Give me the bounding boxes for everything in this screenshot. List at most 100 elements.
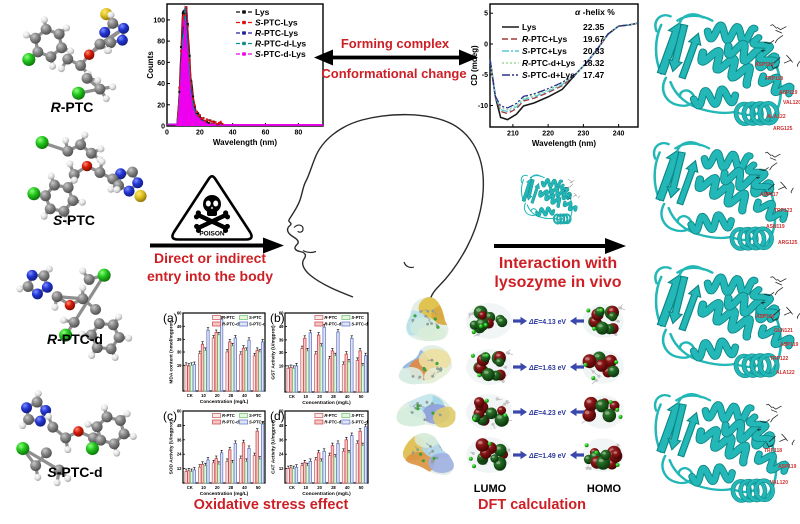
svg-text:ASP117: ASP117	[760, 192, 779, 198]
svg-text:entry into the body: entry into the body	[147, 268, 273, 284]
svg-text:Conformational change: Conformational change	[321, 66, 466, 81]
svg-text:S-PTC-d: S-PTC-d	[47, 464, 102, 480]
svg-text:10: 10	[303, 394, 308, 399]
svg-text:Wavelength (nm): Wavelength (nm)	[213, 138, 277, 147]
svg-text:Direct or indirect: Direct or indirect	[154, 250, 266, 266]
svg-text:ALA122: ALA122	[776, 370, 795, 376]
svg-text:220: 220	[542, 131, 554, 138]
svg-text:60: 60	[262, 130, 270, 137]
svg-text:R-PTC+Lys: R-PTC+Lys	[522, 34, 568, 44]
svg-text:17.47: 17.47	[583, 70, 605, 80]
svg-text:10: 10	[201, 393, 206, 398]
svg-text:S-PTC-d: S-PTC-d	[249, 322, 266, 327]
svg-text:CK: CK	[289, 394, 295, 399]
svg-text:80: 80	[157, 39, 165, 46]
svg-text:R-PTC: R-PTC	[51, 99, 94, 115]
svg-text:230: 230	[578, 131, 590, 138]
svg-text:CK: CK	[187, 393, 193, 398]
svg-text:Lys: Lys	[522, 22, 537, 32]
svg-text:ASP119: ASP119	[780, 342, 799, 348]
svg-text:40: 40	[345, 485, 350, 490]
svg-text:40: 40	[242, 485, 247, 490]
svg-text:50: 50	[359, 485, 364, 490]
svg-text:ASP114: ASP114	[755, 62, 774, 68]
svg-text:R-PTC-d: R-PTC-d	[324, 322, 341, 327]
svg-text:20: 20	[215, 485, 220, 490]
svg-text:39: 39	[279, 337, 284, 342]
svg-text:ALA122: ALA122	[767, 114, 786, 120]
svg-text:30: 30	[279, 350, 284, 355]
svg-text:24: 24	[279, 452, 284, 457]
svg-text:ASP119: ASP119	[779, 90, 798, 96]
svg-text:50: 50	[359, 394, 364, 399]
svg-text:19.67: 19.67	[583, 34, 605, 44]
svg-text:60: 60	[177, 311, 182, 316]
svg-text:S-PTC-d: S-PTC-d	[249, 420, 266, 425]
svg-text:40: 40	[242, 393, 247, 398]
svg-text:48: 48	[177, 423, 182, 428]
svg-text:Interaction with: Interaction with	[499, 255, 617, 272]
svg-text:ΔE=1.63 eV: ΔE=1.63 eV	[528, 365, 566, 372]
svg-text:TRP118: TRP118	[765, 76, 783, 82]
svg-text:ARG125: ARG125	[778, 240, 798, 246]
svg-text:R-PTC-d: R-PTC-d	[324, 420, 341, 425]
svg-text:20: 20	[317, 394, 322, 399]
svg-text:Counts: Counts	[146, 51, 155, 79]
svg-text:ASP114: ASP114	[756, 314, 775, 320]
svg-text:18.32: 18.32	[583, 58, 605, 68]
svg-text:0: 0	[161, 124, 165, 131]
svg-text:MDA content (nmol/mgprot): MDA content (nmol/mgprot)	[169, 320, 175, 384]
svg-text:DFT calculation: DFT calculation	[478, 497, 586, 513]
svg-text:20: 20	[317, 485, 322, 490]
svg-text:5: 5	[484, 11, 488, 18]
svg-text:48: 48	[279, 423, 284, 428]
svg-text:20: 20	[196, 130, 204, 137]
svg-text:28: 28	[228, 485, 233, 490]
svg-text:20: 20	[215, 393, 220, 398]
svg-text:R-PTC: R-PTC	[222, 315, 235, 320]
svg-text:22.35: 22.35	[583, 22, 605, 32]
svg-text:20: 20	[157, 102, 165, 109]
svg-text:TRP122: TRP122	[770, 356, 789, 362]
svg-text:LUMO: LUMO	[474, 483, 507, 495]
svg-text:40: 40	[157, 81, 165, 88]
svg-text:Concentration (mg/L): Concentration (mg/L)	[302, 400, 351, 406]
svg-text:S-PTC: S-PTC	[351, 413, 364, 418]
svg-text:R-PTC-d: R-PTC-d	[47, 331, 103, 347]
svg-text:GLN121: GLN121	[774, 328, 793, 334]
svg-text:POISON: POISON	[199, 231, 225, 238]
svg-text:VAL120: VAL120	[783, 100, 800, 106]
svg-text:VAL120: VAL120	[770, 480, 788, 486]
svg-text:R-PTC-d: R-PTC-d	[222, 322, 239, 327]
svg-text:28: 28	[331, 485, 336, 490]
svg-text:60: 60	[279, 311, 284, 316]
svg-text:Concentration (mg/L): Concentration (mg/L)	[200, 399, 249, 405]
svg-text:S-PTC-Lys: S-PTC-Lys	[255, 18, 298, 28]
svg-text:Wavelength (nm): Wavelength (nm)	[532, 139, 596, 148]
svg-text:ΔE=4.23 eV: ΔE=4.23 eV	[528, 410, 566, 417]
svg-text:S-PTC: S-PTC	[249, 413, 262, 418]
svg-text:R-PTC: R-PTC	[324, 315, 337, 320]
svg-text:lysozyme in vivo: lysozyme in vivo	[494, 274, 621, 291]
svg-text:CK: CK	[187, 485, 193, 490]
svg-text:210: 210	[507, 131, 519, 138]
svg-text:R-PTC-d+Lys: R-PTC-d+Lys	[522, 58, 576, 68]
svg-text:12: 12	[279, 466, 284, 471]
svg-text:19: 19	[177, 363, 182, 368]
svg-text:S-PTC-d+Lys: S-PTC-d+Lys	[522, 70, 575, 80]
svg-text:40: 40	[345, 394, 350, 399]
svg-text:HOMO: HOMO	[587, 483, 622, 495]
svg-text:CD (mdeg): CD (mdeg)	[470, 45, 479, 86]
svg-text:40: 40	[229, 130, 237, 137]
svg-text:ARG125: ARG125	[773, 126, 793, 132]
svg-text:12: 12	[177, 466, 182, 471]
svg-text:240: 240	[613, 131, 625, 138]
svg-text:49: 49	[279, 324, 284, 329]
svg-text:S-PTC: S-PTC	[53, 212, 95, 228]
svg-text:0: 0	[165, 130, 169, 137]
svg-text:49: 49	[177, 324, 182, 329]
svg-text:ΔE=1.49 eV: ΔE=1.49 eV	[528, 453, 566, 460]
svg-text:28: 28	[228, 393, 233, 398]
svg-text:SOD Activity (U/mgprot): SOD Activity (U/mgprot)	[169, 419, 175, 474]
svg-text:80: 80	[294, 130, 302, 137]
